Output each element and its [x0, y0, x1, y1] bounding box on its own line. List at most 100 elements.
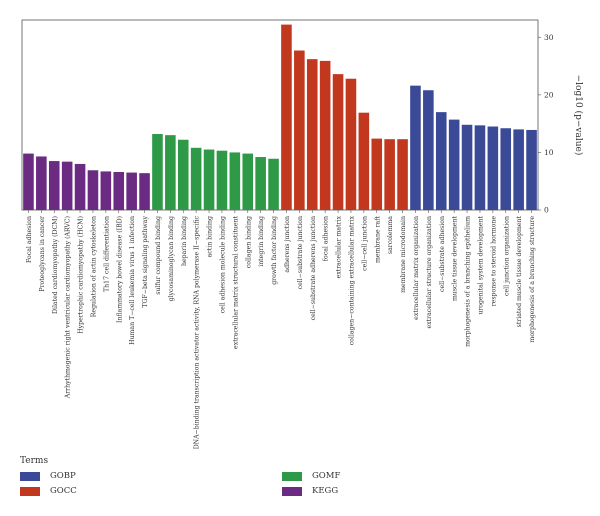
x-tick-label: Hypertrophic cardiomyopathy (HCM): [78, 216, 85, 334]
bar-31: [410, 85, 421, 210]
bar-3: [48, 161, 60, 210]
legend: Terms GOBP GOCC GOMF KEGG: [20, 456, 580, 512]
y-tick-label: 0: [544, 206, 549, 215]
legend-label-kegg: KEGG: [312, 486, 339, 496]
bar-14: [190, 147, 202, 210]
x-tick-label: collagen binding: [245, 216, 252, 268]
y-tick-label: 10: [544, 148, 554, 157]
bar-15: [203, 149, 215, 210]
bar-26: [345, 78, 357, 211]
bar-24: [319, 60, 331, 211]
bar-8: [113, 172, 125, 210]
x-tick-label: cell−substrate adherens junction: [310, 216, 317, 320]
x-tick-label: cell−substrate junction: [297, 216, 304, 289]
bar-2: [36, 156, 47, 210]
bar-23: [306, 59, 318, 210]
x-tick-label: integrin binding: [258, 216, 265, 267]
x-tick-label: Focal adhesion: [26, 216, 33, 263]
x-tick-label: growth factor binding: [271, 216, 278, 285]
x-tick-label: Human T−cell leukemia virus 1 infection: [129, 216, 136, 345]
bar-27: [358, 112, 370, 210]
x-tick-label: glycosaminoglycan binding: [168, 216, 175, 301]
legend-label-gocc: GOCC: [50, 486, 77, 496]
legend-title: Terms: [20, 456, 49, 466]
x-tick-label: extracellular matrix organization: [413, 216, 420, 320]
legend-swatch-gocc: [20, 487, 40, 496]
bar-21: [281, 24, 292, 210]
x-tick-label: membrane raft: [374, 215, 381, 263]
bar-28: [371, 138, 383, 210]
x-tick-label: response to steroid hormone: [490, 216, 497, 307]
x-tick-label: extracellular matrix structural constitu…: [232, 216, 239, 349]
bar-5: [74, 163, 86, 210]
legend-swatch-gomf: [282, 472, 302, 481]
x-tick-label: sarcolemma: [387, 216, 394, 254]
bar-32: [423, 90, 434, 210]
x-tick-label: muscle tissue development: [452, 215, 459, 300]
bars: [23, 24, 537, 211]
bar-30: [397, 139, 408, 210]
x-tick-label: morphogenesis of a branching structure: [529, 216, 536, 343]
x-tick-label: Regulation of actin cytoskeleton: [90, 216, 97, 317]
bar-25: [332, 74, 344, 210]
x-tick-label: extracellular structure organization: [426, 216, 433, 329]
x-tick-label: cell junction organization: [503, 216, 510, 296]
bar-16: [216, 150, 228, 210]
legend-swatch-gobp: [20, 472, 40, 481]
bar-7: [100, 171, 112, 210]
y-axis-label: −log10 (p−value): [573, 75, 584, 156]
x-tick-label: collagen−containing extracellular matrix: [348, 216, 355, 346]
legend-label-gomf: GOMF: [312, 471, 341, 481]
bar-34: [448, 119, 460, 210]
bar-4: [61, 161, 73, 210]
bar-38: [500, 128, 512, 210]
x-tick-label: TGF−beta signaling pathway: [142, 215, 149, 307]
bar-33: [435, 112, 447, 210]
bar-36: [474, 125, 486, 210]
x-tick-label: Dilated cardiomyopathy (DCM): [52, 216, 59, 314]
bar-9: [126, 172, 137, 210]
bar-12: [165, 135, 176, 210]
x-tick-label: membrane microdomain: [400, 216, 407, 293]
x-tick-labels: Focal adhesion Proteoglycans in cancer Dil…: [26, 210, 536, 449]
bar-37: [487, 126, 499, 210]
y-tick-label: 30: [544, 33, 554, 42]
y-tick-label: 20: [544, 90, 554, 99]
x-tick-label: Th17 cell differentiation: [103, 216, 110, 292]
bar-29: [384, 139, 395, 210]
legend-swatch-kegg: [282, 487, 302, 496]
bar-18: [242, 153, 254, 210]
bar-6: [87, 170, 99, 210]
bar-39: [513, 129, 524, 210]
bar-11: [152, 134, 163, 210]
bar-10: [139, 173, 150, 210]
bar-35: [461, 124, 473, 210]
bar-1: [23, 153, 34, 210]
legend-label-gobp: GOBP: [50, 471, 76, 481]
bar-22: [294, 50, 305, 210]
x-tick-label: adherens junction: [284, 216, 291, 273]
bar-13: [177, 139, 189, 210]
x-tick-label: morphogenesis of a branching epithelium: [465, 216, 472, 347]
bar-40: [526, 129, 537, 210]
x-tick-label: extracellular matrix: [336, 215, 343, 278]
x-tick-label: Inflammatory bowel disease (IBD): [116, 216, 123, 323]
x-tick-label: cell−cell junction: [361, 216, 368, 271]
x-tick-label: Arrhythmogenic right ventricular cardiom…: [65, 216, 72, 399]
x-tick-label: cell−substrate adhesion: [439, 216, 446, 292]
x-tick-label: actin binding: [207, 216, 214, 257]
x-tick-label: focal adhesion: [323, 216, 330, 261]
x-tick-label: sulfur compound binding: [155, 216, 162, 295]
bar-19: [255, 157, 266, 210]
y-axis: 0 10 20 30: [538, 33, 554, 215]
x-tick-label: urogenital system development: [477, 215, 484, 314]
bar-17: [229, 152, 241, 210]
x-tick-label: Proteoglycans in cancer: [39, 216, 46, 292]
x-tick-label: striated muscle tissue development: [516, 215, 523, 327]
plot-frame: [21, 19, 539, 211]
x-tick-label: heparin binding: [181, 216, 188, 266]
x-tick-label: DNA−binding transcription activator acti…: [194, 215, 201, 449]
x-tick-label: cell adhesion molecule binding: [219, 216, 226, 313]
bar-20: [268, 158, 279, 210]
